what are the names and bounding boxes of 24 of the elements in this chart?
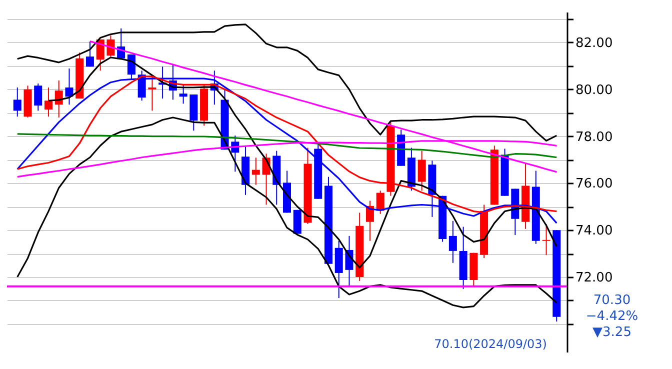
- line-series: [16, 24, 558, 142]
- candlestick: [252, 157, 260, 186]
- candlestick: [13, 87, 22, 118]
- y-tick-label: 82.00: [576, 36, 613, 51]
- candlestick: [376, 190, 384, 214]
- candlestick: [418, 150, 426, 192]
- candlestick: [65, 68, 74, 106]
- candlestick: [179, 84, 188, 104]
- y-tick-label: 76.00: [576, 176, 613, 192]
- candlestick: [542, 223, 550, 256]
- candlestick: [448, 220, 457, 264]
- candlestick: [86, 41, 94, 68]
- candlestick: [44, 87, 52, 118]
- text: 70.30: [593, 293, 631, 308]
- y-tick-label: 74.00: [576, 224, 613, 239]
- line-series: [16, 116, 558, 308]
- line-series: [16, 133, 558, 158]
- text: ▼3.25: [592, 325, 632, 340]
- annotation: 70.10(2024/09/03): [434, 337, 547, 351]
- text: −4.42%: [586, 309, 638, 324]
- y-tick-label: 80.00: [576, 82, 613, 98]
- candlestick: [34, 83, 42, 112]
- y-tick-label: 72.00: [576, 270, 613, 286]
- y-tick-label: 78.00: [576, 130, 613, 145]
